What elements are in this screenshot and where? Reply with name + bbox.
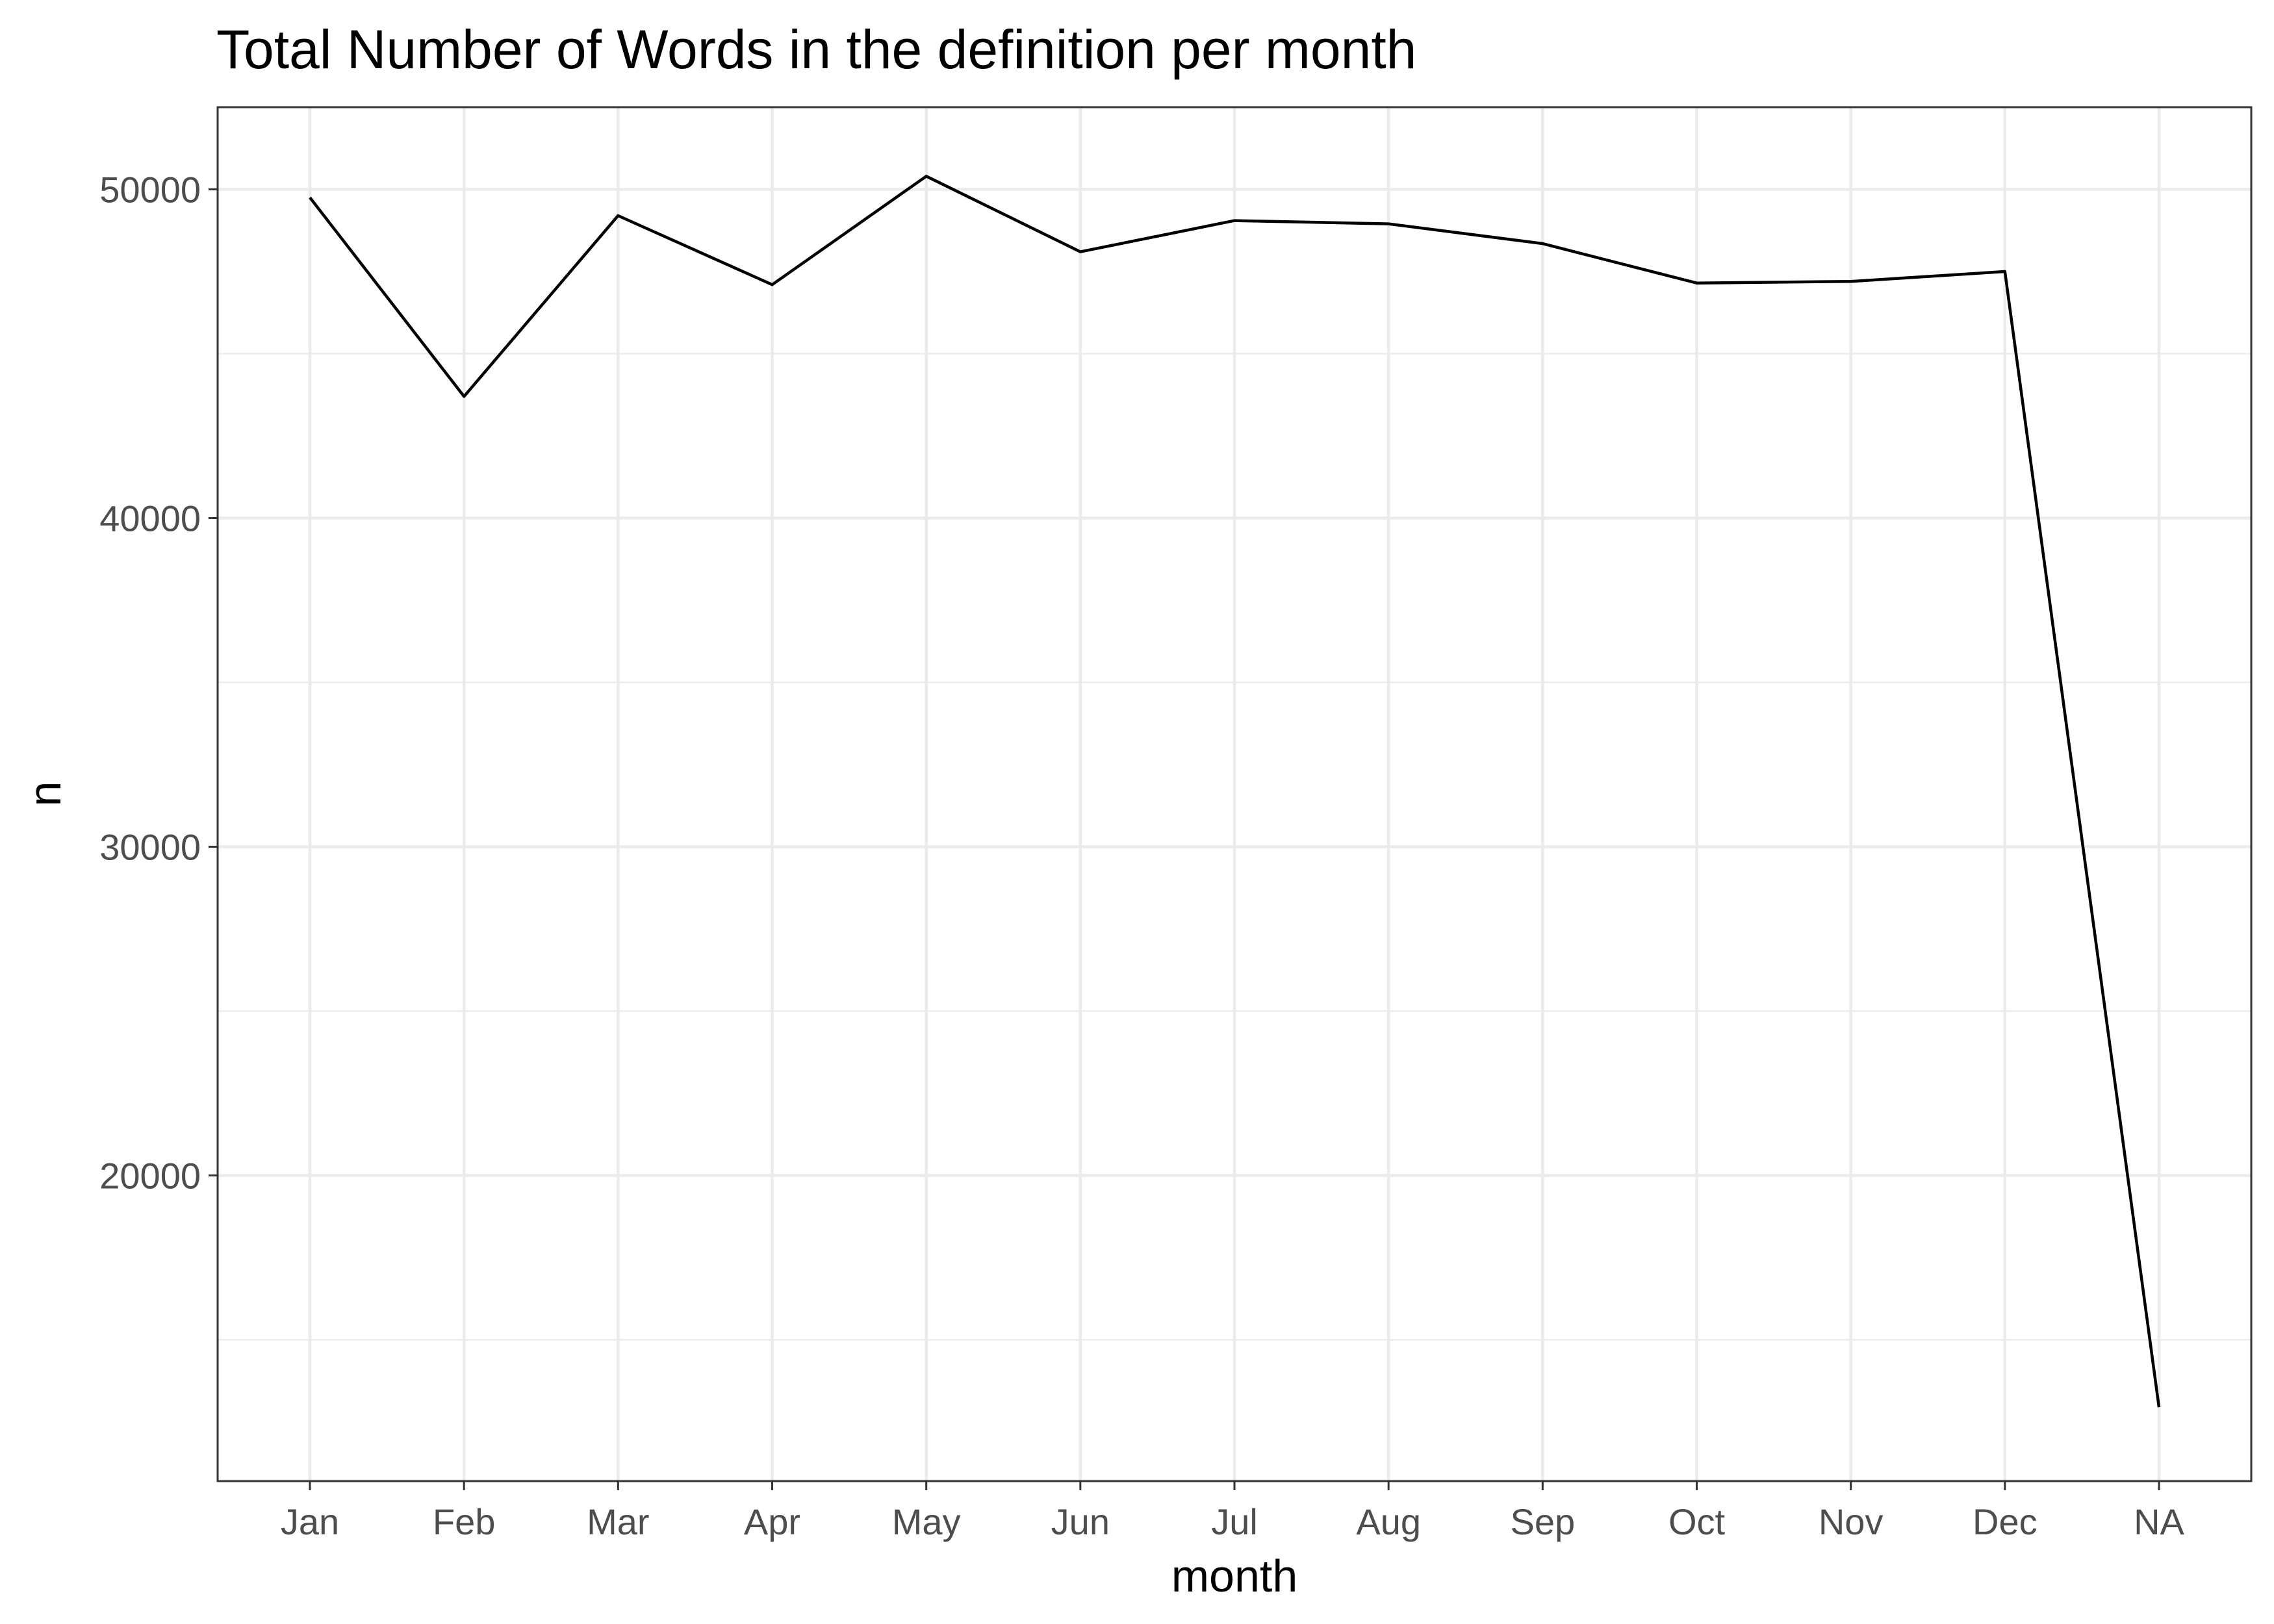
- x-tick-label: Dec: [1973, 1501, 2038, 1542]
- y-tick-label: 40000: [99, 498, 201, 539]
- x-tick-label: NA: [2134, 1501, 2184, 1542]
- x-axis: Jan Feb Mar Apr May Jun Jul Aug Sep Oct Nov Dec NA: [281, 1481, 2185, 1542]
- x-tick-label: Jun: [1051, 1501, 1110, 1542]
- series-line: [309, 175, 2161, 1408]
- chart-title: Total Number of Words in the definition …: [216, 19, 1416, 80]
- x-tick-label: Mar: [587, 1501, 649, 1542]
- x-tick-label: Sep: [1511, 1501, 1576, 1542]
- x-tick-label: Nov: [1819, 1501, 1884, 1542]
- grid: [218, 107, 2251, 1481]
- y-axis: 20000 30000 40000 50000: [99, 169, 218, 1196]
- x-tick-label: May: [892, 1501, 961, 1542]
- x-axis-title: month: [1171, 1551, 1298, 1601]
- y-axis-title: n: [19, 781, 70, 807]
- x-tick-label: Jul: [1211, 1501, 1258, 1542]
- x-tick-label: Oct: [1668, 1501, 1726, 1542]
- x-tick-label: Aug: [1356, 1501, 1421, 1542]
- x-tick-label: Apr: [744, 1501, 800, 1542]
- x-tick-label: Feb: [433, 1501, 496, 1542]
- y-tick-label: 20000: [99, 1155, 201, 1196]
- y-tick-label: 50000: [99, 169, 201, 210]
- y-tick-label: 30000: [99, 826, 201, 867]
- x-tick-label: Jan: [281, 1501, 339, 1542]
